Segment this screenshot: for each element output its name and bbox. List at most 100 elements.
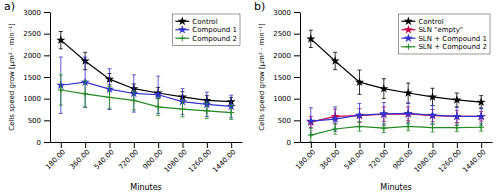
y-tick-label: 2000 <box>23 52 41 60</box>
x-tick-label: 720.00 <box>117 148 140 171</box>
y-tick-mark <box>294 99 300 100</box>
x-tick-label: 1260.00 <box>437 148 463 174</box>
x-tick-label: 180.00 <box>44 148 67 171</box>
y-tick-label: 500 <box>28 117 41 125</box>
point <box>454 125 460 131</box>
y-axis-line <box>300 13 301 143</box>
y-tick-mark <box>44 34 50 35</box>
error-bar <box>431 123 435 132</box>
legend-marker <box>404 25 413 34</box>
legend-item: Compound 2 <box>175 35 237 43</box>
x-axis-line <box>51 142 243 143</box>
x-tick-mark <box>457 142 458 148</box>
legend-marker <box>404 33 413 42</box>
point <box>355 110 364 119</box>
point <box>306 34 315 43</box>
x-tick-label: 1260.00 <box>187 148 213 174</box>
y-axis-title: Cells speed grow [μm² · min⁻¹] <box>258 23 266 131</box>
y-tick-mark <box>294 34 300 35</box>
point <box>106 94 112 100</box>
x-tick: 1440.00 <box>211 142 237 174</box>
plot-area: 180.00360.00540.00720.00900.001080.00126… <box>23 9 242 174</box>
y-tick-label: 2500 <box>23 30 41 38</box>
x-tick: 720.00 <box>367 142 390 171</box>
point <box>306 116 315 125</box>
legend-frame <box>398 14 490 54</box>
x-tick-label: 540.00 <box>93 148 116 171</box>
y-tick-label: 1000 <box>23 95 41 103</box>
x-tick: 900.00 <box>391 142 414 171</box>
panel-label: a) <box>4 0 15 13</box>
legend: ControlCompound 1Compound 2 <box>172 14 240 46</box>
point <box>452 112 461 121</box>
x-tick-label: 1440.00 <box>461 148 487 174</box>
y-tick: 500 <box>28 117 50 125</box>
x-tick-mark <box>481 142 482 148</box>
legend-marker <box>178 25 187 34</box>
point <box>131 97 137 103</box>
x-tick-label: 360.00 <box>68 148 91 171</box>
x-tick-mark <box>61 142 62 148</box>
point <box>308 132 314 138</box>
error-bar <box>229 106 233 120</box>
point <box>356 123 362 129</box>
y-axis-title: Cells speed grow [μm² · min⁻¹] <box>8 23 16 131</box>
error-bar <box>333 124 337 134</box>
y-tick-label: 1500 <box>273 74 291 82</box>
y-tick: 2500 <box>273 30 300 38</box>
y-tick-mark <box>44 142 50 143</box>
legend-label: Compound 1 <box>192 26 237 34</box>
point <box>428 110 437 119</box>
series <box>58 75 234 120</box>
x-tick-label: 720.00 <box>367 148 390 171</box>
legend-marker <box>178 16 187 25</box>
error-bar <box>156 98 160 115</box>
series <box>306 103 486 135</box>
point <box>154 90 163 99</box>
legend-item: Compound 1 <box>175 25 237 34</box>
legend: ControlSLN "empty"SLN + Compound 1SLN + … <box>398 14 490 54</box>
x-tick-label: 900.00 <box>141 148 164 171</box>
x-tick-label: 360.00 <box>318 148 341 171</box>
point <box>331 56 340 65</box>
x-tick-label: 1080.00 <box>413 148 439 174</box>
error-bar <box>83 81 87 107</box>
y-tick: 0 <box>37 139 50 147</box>
y-tick-label: 0 <box>287 139 291 147</box>
series <box>308 122 484 142</box>
point <box>381 125 387 131</box>
y-tick: 1000 <box>23 95 50 103</box>
legend-item: SLN + Compound 1 <box>401 33 487 42</box>
point <box>404 109 413 118</box>
point <box>204 108 210 114</box>
legend-label: Compound 2 <box>192 35 237 43</box>
y-tick: 1500 <box>23 74 50 82</box>
x-tick-mark <box>359 142 360 148</box>
error-bar <box>59 75 63 105</box>
legend-label: Control <box>192 18 217 26</box>
x-tick-mark <box>433 142 434 148</box>
error-bar <box>107 87 111 109</box>
point <box>430 125 436 131</box>
y-tick: 0 <box>287 139 300 147</box>
series <box>306 107 486 128</box>
y-tick-label: 0 <box>37 139 41 147</box>
y-tick-mark <box>294 55 300 56</box>
line <box>61 90 231 113</box>
legend-label: SLN "empty" <box>418 26 463 34</box>
point <box>405 123 411 129</box>
point <box>428 92 437 101</box>
point <box>228 110 234 116</box>
x-tick-mark <box>85 142 86 148</box>
x-tick: 360.00 <box>68 142 91 171</box>
error-bar <box>382 124 386 133</box>
legend-frame <box>172 14 240 46</box>
y-tick-label: 2000 <box>273 52 291 60</box>
x-tick-mark <box>134 142 135 148</box>
point <box>379 109 388 118</box>
y-tick: 3000 <box>23 9 50 17</box>
y-tick-label: 2500 <box>273 30 291 38</box>
x-axis-title: Minutes <box>130 183 162 192</box>
x-tick: 540.00 <box>343 142 366 171</box>
x-tick: 1440.00 <box>461 142 487 174</box>
